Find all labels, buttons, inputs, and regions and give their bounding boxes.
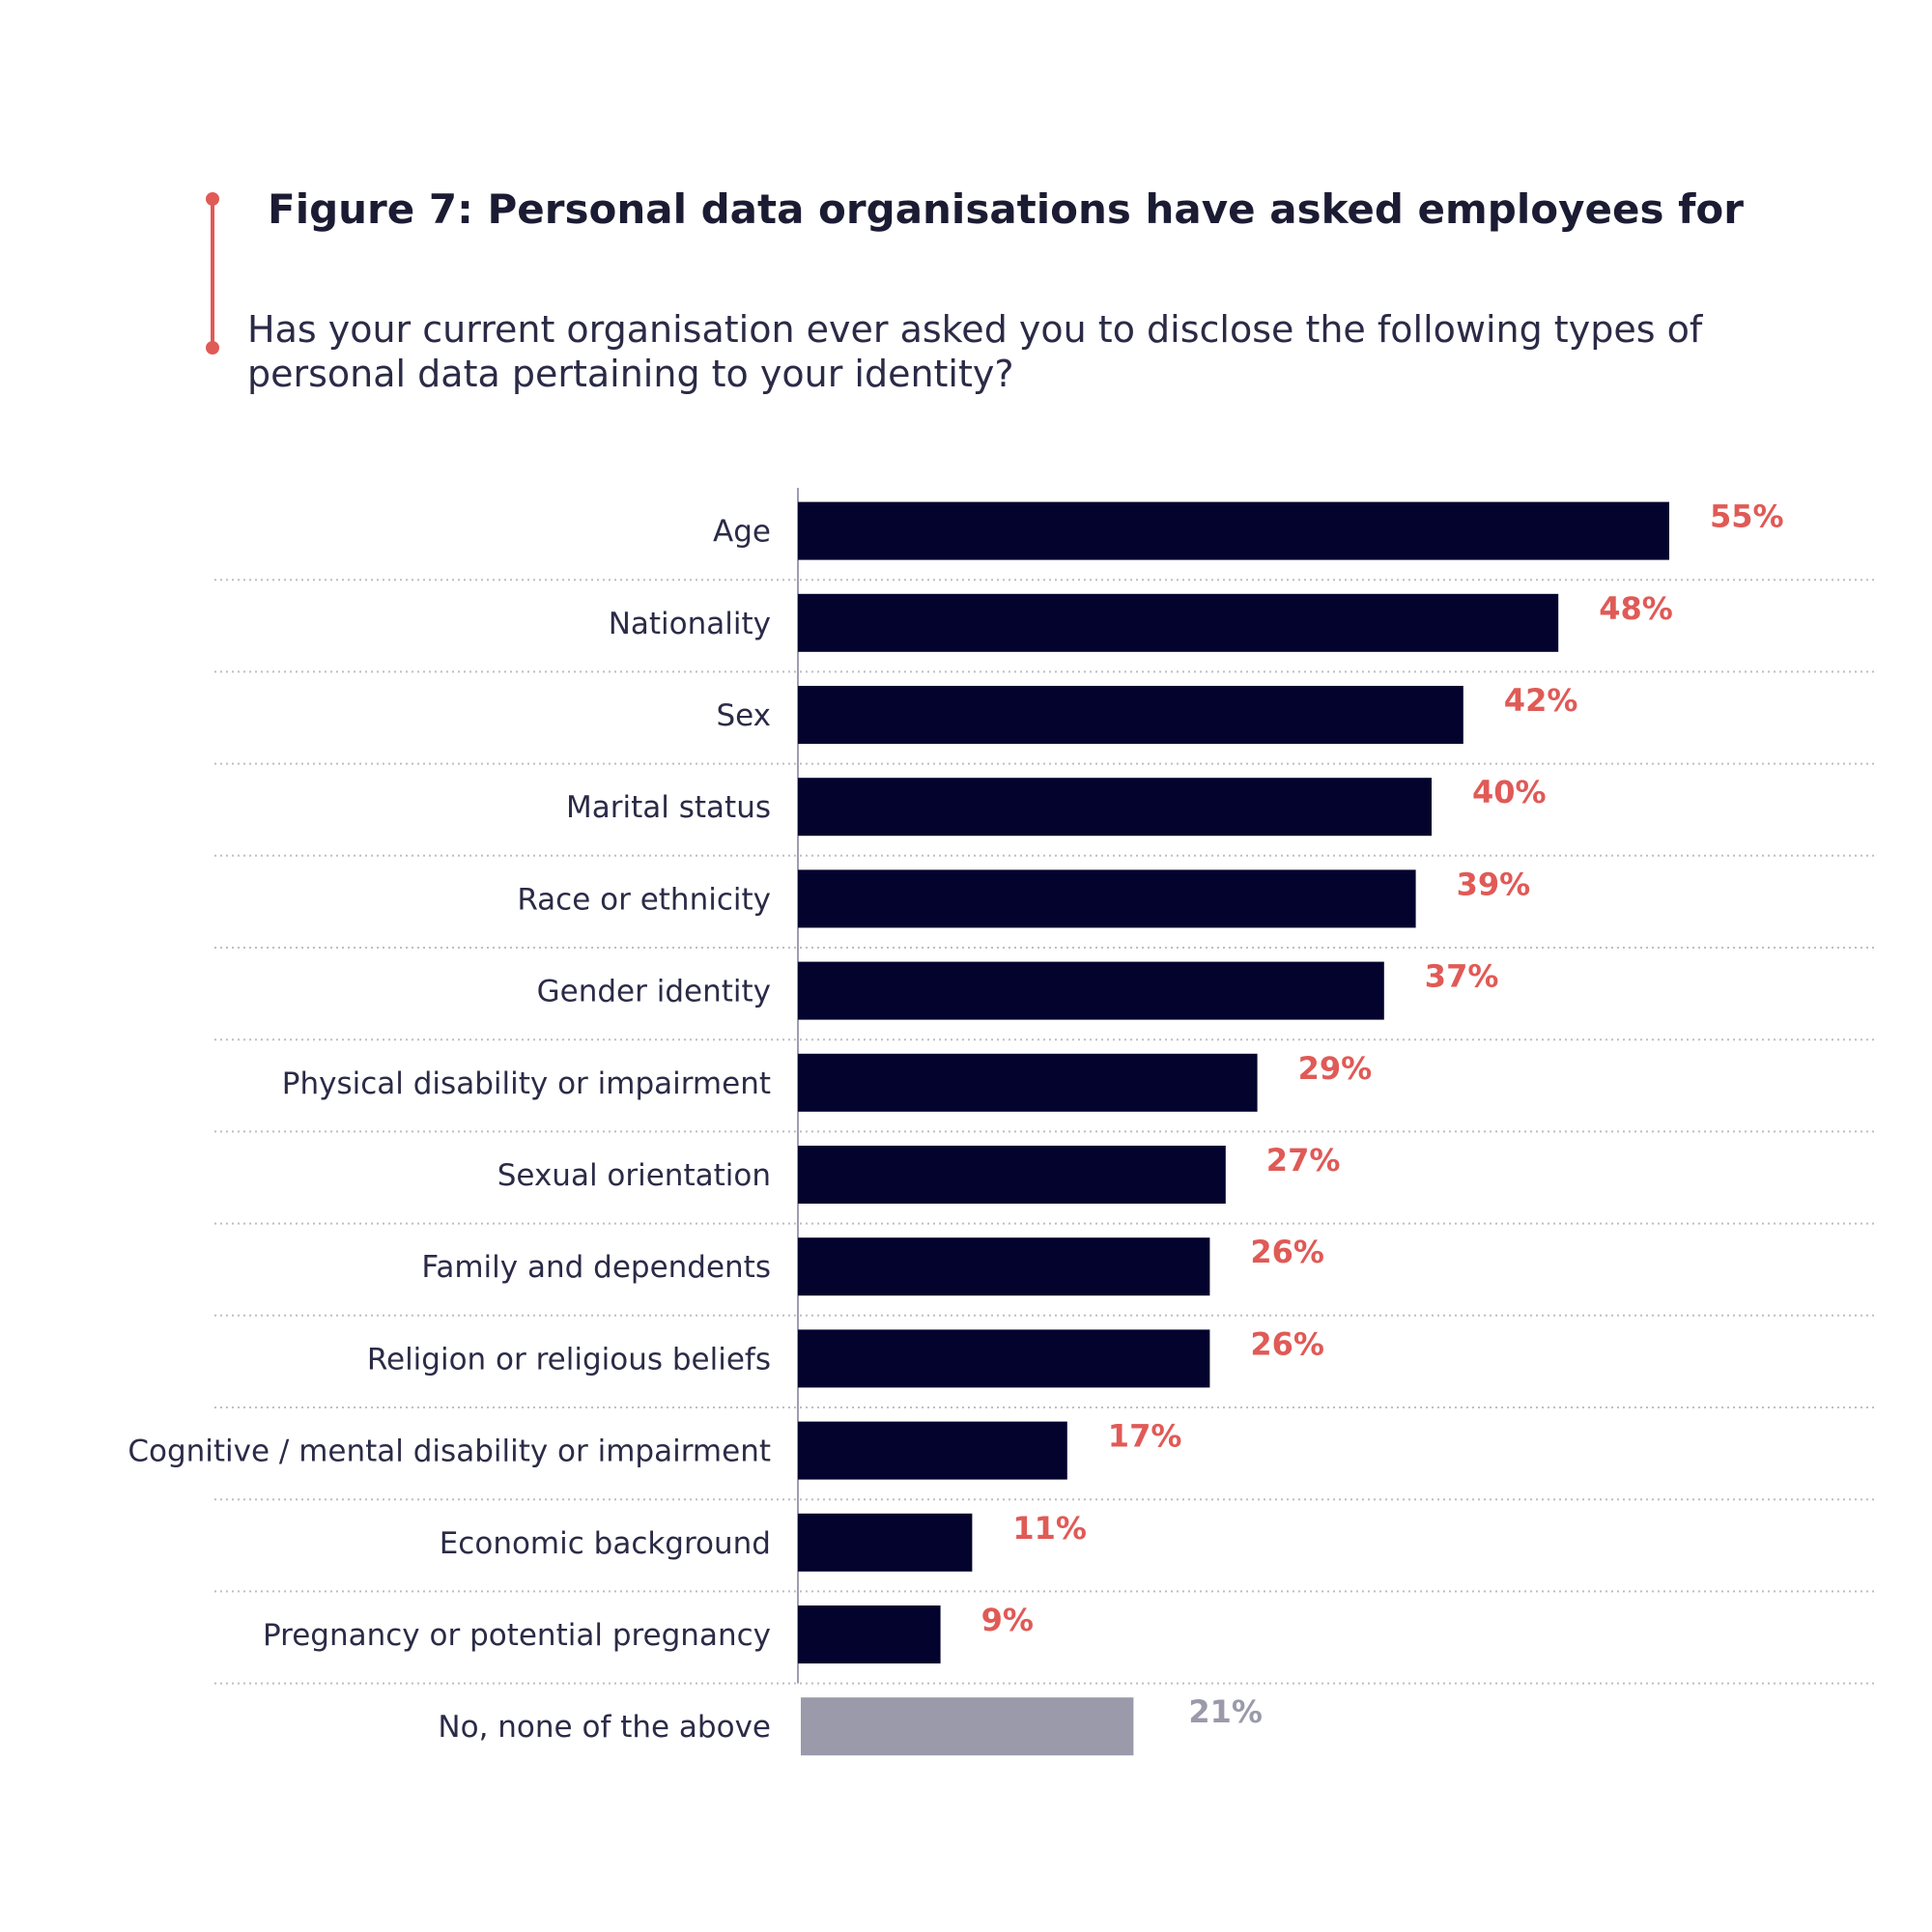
value-label: 21% bbox=[1188, 1693, 1263, 1730]
bar-12 bbox=[798, 1605, 941, 1663]
bars bbox=[798, 501, 1669, 1756]
title-accent-dot-top bbox=[206, 192, 219, 206]
value-label: 55% bbox=[1710, 498, 1784, 535]
title-accent-dot-bottom bbox=[206, 341, 219, 355]
chart-subtitle: Has your current organisation ever asked… bbox=[247, 308, 1703, 395]
value-label: 37% bbox=[1425, 958, 1499, 995]
bar-10 bbox=[798, 1421, 1067, 1480]
category-label: Race or ethnicity bbox=[517, 882, 771, 917]
category-label: Sexual orientation bbox=[497, 1158, 771, 1193]
value-label: 42% bbox=[1504, 682, 1578, 719]
chart-title: Figure 7: Personal data organisations ha… bbox=[268, 185, 1744, 233]
category-label: Physical disability or impairment bbox=[282, 1066, 771, 1101]
bar-3 bbox=[798, 778, 1432, 837]
category-label: Pregnancy or potential pregnancy bbox=[263, 1618, 771, 1653]
category-label: Religion or religious beliefs bbox=[367, 1342, 771, 1377]
value-labels: 55% 48% 42% 40% 39% 37% 29% 27% 26% 26% 17% 11% 9% 21… bbox=[981, 498, 1784, 1731]
bar-7 bbox=[798, 1146, 1226, 1204]
value-label: 39% bbox=[1457, 866, 1531, 902]
bar-13 bbox=[801, 1697, 1134, 1756]
bar-2 bbox=[798, 686, 1463, 744]
bar-8 bbox=[798, 1237, 1210, 1296]
bar-11 bbox=[798, 1513, 973, 1572]
category-label: Cognitive / mental disability or impairm… bbox=[128, 1435, 771, 1469]
value-label: 9% bbox=[981, 1602, 1034, 1638]
value-label: 11% bbox=[1012, 1510, 1087, 1547]
value-label: 29% bbox=[1298, 1050, 1373, 1087]
value-label: 26% bbox=[1250, 1325, 1324, 1362]
bar-4 bbox=[798, 869, 1416, 928]
value-label: 48% bbox=[1599, 590, 1673, 627]
value-label: 40% bbox=[1472, 774, 1547, 810]
gridlines bbox=[214, 579, 1876, 1685]
category-label: Sex bbox=[716, 698, 771, 733]
bar-9 bbox=[798, 1329, 1210, 1388]
value-label: 17% bbox=[1108, 1418, 1182, 1455]
category-label: Marital status bbox=[566, 790, 771, 825]
category-label: Economic background bbox=[440, 1526, 771, 1561]
category-label: Age bbox=[713, 515, 771, 550]
category-label: No, none of the above bbox=[438, 1710, 771, 1745]
category-labels: Age Nationality Sex Marital status Race or e… bbox=[128, 515, 771, 1746]
bar-6 bbox=[798, 1053, 1258, 1112]
category-label: Nationality bbox=[609, 607, 771, 641]
bar-5 bbox=[798, 961, 1384, 1020]
title-accent-line bbox=[211, 198, 214, 348]
value-label: 27% bbox=[1266, 1142, 1341, 1179]
value-label: 26% bbox=[1250, 1234, 1324, 1270]
category-label: Family and dependents bbox=[421, 1250, 771, 1285]
bar-1 bbox=[798, 593, 1559, 652]
category-label: Gender identity bbox=[537, 975, 771, 1009]
bar-0 bbox=[798, 501, 1669, 560]
